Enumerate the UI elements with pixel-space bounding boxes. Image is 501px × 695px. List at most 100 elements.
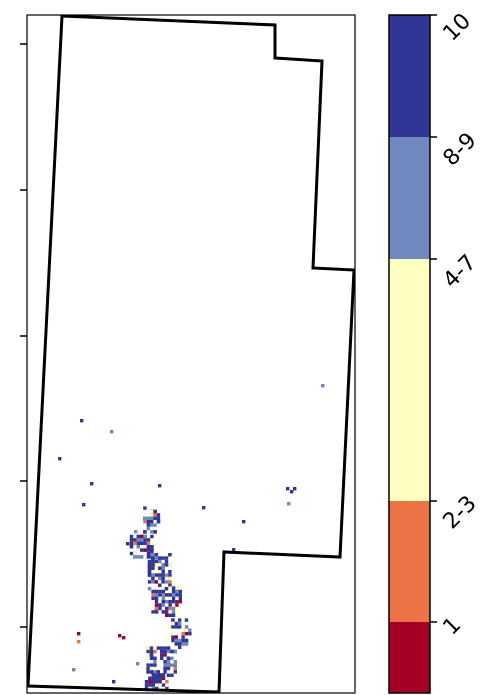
map-pixel	[171, 600, 176, 604]
map-pixel	[170, 656, 174, 660]
map-pixel	[171, 642, 175, 646]
map-pixel	[154, 596, 159, 600]
map-pixel	[146, 541, 151, 545]
map-pixel	[167, 635, 172, 639]
map-pixel	[163, 663, 167, 667]
map-pixel	[163, 670, 167, 674]
legend-labels: 10 8-9 4-7 2-3 1	[439, 9, 482, 640]
map-pixel	[232, 548, 236, 552]
map-pixel	[158, 676, 162, 680]
map-pixel	[146, 663, 150, 667]
map-pixel	[158, 683, 162, 687]
map-pixel	[149, 663, 154, 667]
map-pixel	[160, 666, 164, 671]
map-pixel	[174, 625, 178, 629]
map-pixel	[181, 632, 185, 636]
map-pixel	[202, 506, 206, 510]
map-pixel	[146, 646, 150, 650]
map-pixel	[164, 587, 169, 591]
map-pixel	[151, 553, 155, 557]
map-pixel	[161, 563, 165, 567]
legend-border	[388, 14, 431, 694]
map-pixel	[161, 566, 165, 570]
map-pixel	[153, 516, 157, 520]
map-pixel	[178, 586, 182, 590]
map-pixel	[110, 430, 114, 434]
map-pixel	[163, 649, 167, 654]
map-pixel	[175, 589, 179, 594]
map-pixel	[154, 559, 158, 564]
map-pixel	[146, 666, 150, 671]
map-pixel	[168, 573, 172, 577]
map-pixel	[136, 538, 140, 542]
map-pixel	[171, 635, 175, 639]
map-pixel	[173, 666, 177, 671]
map-pixel	[161, 573, 165, 577]
map-pixel	[158, 606, 162, 611]
map-pixel	[144, 683, 149, 687]
map-pixel	[164, 580, 169, 584]
map-pixel	[151, 676, 155, 680]
map-pixel	[178, 593, 182, 597]
map-pixel	[149, 653, 154, 657]
map-pixel	[148, 680, 152, 684]
map-pixel	[146, 516, 150, 520]
map-pixel	[164, 573, 169, 577]
map-pixel	[153, 670, 157, 674]
map-pixel	[173, 649, 177, 654]
legend-label-4-7: 4-7	[439, 250, 482, 293]
map-pixel	[158, 593, 162, 597]
map-pixel	[242, 520, 246, 524]
map-pixel	[58, 457, 62, 461]
map-pixel	[133, 538, 137, 542]
map-pixel	[293, 487, 297, 491]
map-pixel	[161, 686, 166, 691]
map-pixel	[140, 534, 144, 539]
map-pixel	[167, 625, 172, 629]
map-pixel	[147, 566, 152, 570]
map-pixel	[170, 649, 174, 654]
map-pixel	[151, 683, 155, 687]
map-pixel	[150, 545, 154, 549]
map-pixel	[153, 530, 157, 534]
map-pixel	[184, 628, 189, 632]
map-pixel	[156, 513, 161, 517]
map-pixel	[158, 583, 162, 587]
map-pixel	[143, 520, 147, 524]
map-pixel	[151, 610, 155, 614]
map-pixel	[151, 673, 155, 677]
map-pixel	[181, 625, 185, 629]
legend-swatch-10	[389, 15, 430, 137]
map-pixel	[181, 642, 185, 646]
map-pixel	[178, 600, 182, 604]
map-pixel	[188, 632, 192, 636]
map-pixel	[178, 638, 182, 643]
map-pixel	[161, 676, 166, 680]
map-pixel	[147, 573, 152, 577]
map-pixel	[146, 548, 151, 552]
map-pixel	[149, 649, 154, 654]
map-pixel	[170, 673, 174, 677]
map-pixel	[158, 570, 162, 574]
map-pixel	[143, 538, 147, 542]
map-pixel	[164, 559, 169, 564]
map-pixel	[154, 610, 159, 614]
map-pixel	[166, 666, 171, 671]
map-pixel	[184, 638, 189, 643]
map-pixel	[184, 632, 189, 636]
legend-label-10: 10	[439, 9, 476, 46]
map-pixel	[160, 646, 164, 650]
map-pixels	[58, 384, 325, 691]
map-pixel	[146, 670, 150, 674]
map-pixel	[156, 520, 161, 524]
map-pixel	[154, 589, 159, 594]
map-pixel	[161, 673, 166, 677]
map-pixel	[143, 530, 147, 534]
map-pixel	[178, 621, 182, 626]
map-pixel	[321, 384, 325, 388]
map-pixel	[154, 606, 159, 611]
map-pixel	[163, 660, 167, 664]
map-pixel	[129, 534, 134, 539]
map-pixel	[173, 660, 177, 664]
map-pixel	[156, 670, 160, 674]
